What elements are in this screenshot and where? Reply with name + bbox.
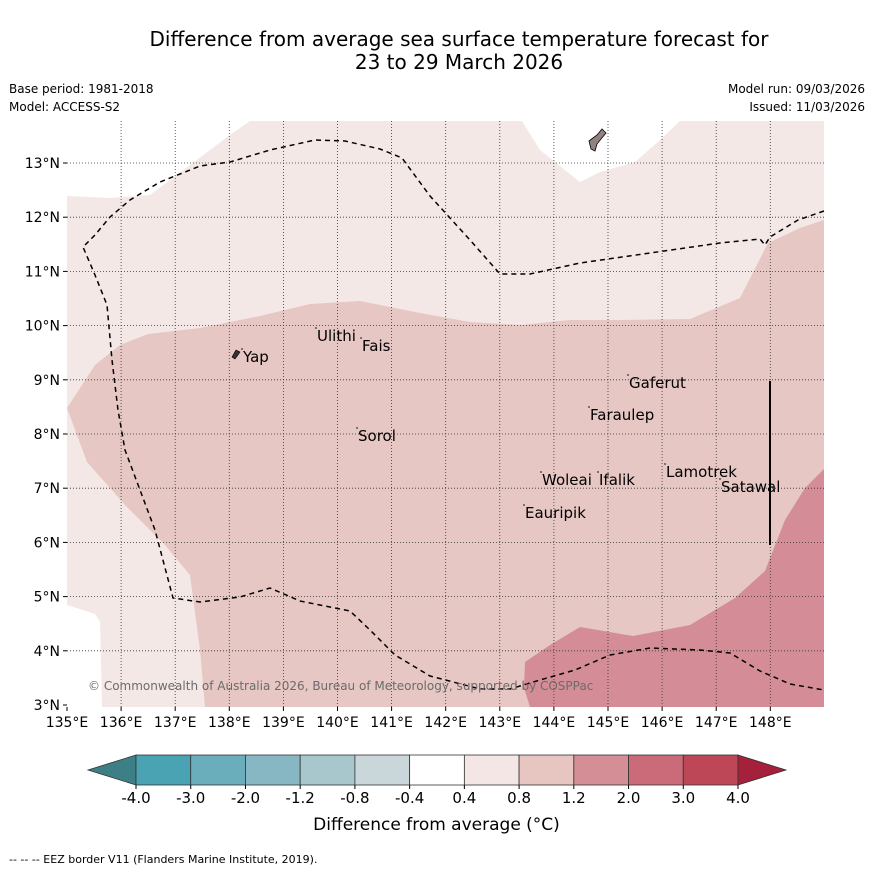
place-label-eauripik: Eauripik — [525, 504, 586, 522]
map-title: Difference from average sea surface temp… — [0, 28, 873, 74]
colorbar-tick-label: 4.0 — [726, 789, 750, 807]
place-label-ifalik: Ifalik — [599, 471, 635, 489]
place-marker — [597, 471, 599, 473]
place-label-fais: Fais — [362, 337, 391, 355]
colorbar-swatch — [245, 754, 301, 786]
lat-tick-label: 10°N — [25, 319, 60, 335]
map-axes: 135°E 136°E 137°E 138°E 139°E 140°E 141°E 142°E… — [25, 156, 792, 731]
colorbar-tick-label: -0.8 — [340, 789, 369, 807]
guam-island — [588, 128, 607, 152]
landmasses — [231, 128, 607, 360]
lon-tick-label: 144°E — [533, 715, 576, 731]
lon-tick-label: 139°E — [262, 715, 305, 731]
place-marker — [523, 504, 525, 506]
place-marker — [627, 374, 629, 376]
place-label-ulithi: Ulithi — [317, 327, 356, 345]
lat-lon-grid — [67, 121, 824, 707]
colorbar-tick-label: -3.0 — [176, 789, 205, 807]
lon-tick-label: 146°E — [641, 715, 684, 731]
lon-tick-label: 136°E — [100, 715, 143, 731]
colorbar-tick-label: 0.4 — [452, 789, 476, 807]
lat-tick-label: 11°N — [25, 264, 60, 280]
colorbar-swatch — [518, 754, 575, 786]
colorbar-swatch — [682, 754, 739, 786]
colorbar-swatch — [628, 754, 684, 786]
lat-tick-label: 8°N — [34, 427, 60, 443]
title-line-1: Difference from average sea surface temp… — [149, 27, 769, 51]
colorbar-tick-label: 2.0 — [617, 789, 641, 807]
place-label-satawal: Satawal — [721, 478, 780, 496]
colorbar-tick-label: -0.4 — [395, 789, 424, 807]
colorbar-swatch — [409, 754, 465, 786]
colorbar-tick-label: 1.2 — [562, 789, 586, 807]
colorbar-swatch — [573, 754, 629, 786]
lat-tick-label: 6°N — [34, 535, 60, 551]
place-marker — [356, 427, 358, 429]
lat-tick-label: 12°N — [25, 210, 60, 226]
band-below-0-4-south-west — [67, 605, 102, 707]
place-marker — [360, 337, 362, 339]
yap-island — [231, 349, 241, 360]
place-marker — [540, 471, 542, 473]
colorbar-swatch — [135, 754, 192, 786]
colorbar-swatch — [299, 754, 356, 786]
lon-tick-label: 140°E — [316, 715, 359, 731]
colorbar-swatch — [190, 754, 246, 786]
lat-tick-label: 9°N — [34, 373, 60, 389]
lat-tick-label: 4°N — [34, 644, 60, 660]
colorbar-tick-label: -2.0 — [231, 789, 260, 807]
place-marker — [664, 463, 666, 465]
lon-tick-label: 143°E — [479, 715, 522, 731]
model-name: Model: ACCESS-S2 — [9, 100, 121, 114]
place-label-faraulep: Faraulep — [590, 406, 654, 424]
place-label-lamotrek: Lamotrek — [666, 463, 737, 481]
place-label-gaferut: Gaferut — [629, 374, 686, 392]
place-marker — [241, 348, 243, 350]
title-line-2: 23 to 29 March 2026 — [354, 50, 564, 74]
colorbar-low-extend — [86, 754, 137, 786]
base-period: Base period: 1981-2018 — [9, 82, 154, 96]
colorbar-tick-label: 0.8 — [507, 789, 531, 807]
lon-tick-label: 142°E — [424, 715, 467, 731]
lat-tick-label: 5°N — [34, 590, 60, 606]
lon-tick-label: 148°E — [749, 715, 792, 731]
issued-date: Issued: 11/03/2026 — [749, 100, 865, 114]
colorbar-tick-label: 3.0 — [671, 789, 695, 807]
lon-tick-label: 145°E — [587, 715, 630, 731]
place-label-sorol: Sorol — [358, 427, 396, 445]
colorbar-high-extend — [737, 754, 788, 786]
colorbar-swatch — [354, 754, 411, 786]
place-marker — [719, 478, 721, 480]
lat-tick-label: 13°N — [25, 156, 60, 172]
lon-tick-label: 147°E — [695, 715, 738, 731]
place-marker — [588, 406, 590, 408]
colorbar-title: Difference from average (°C) — [0, 815, 873, 835]
model-run: Model run: 09/03/2026 — [727, 82, 865, 96]
place-label-woleai: Woleai — [542, 471, 592, 489]
lon-tick-label: 138°E — [208, 715, 251, 731]
lon-tick-label: 137°E — [154, 715, 197, 731]
band-1-2-to-2-0 — [524, 469, 824, 707]
colorbar-title-text: Difference from average (°C) — [313, 815, 560, 835]
copyright-text: © Commonwealth of Australia 2026, Bureau… — [88, 679, 593, 693]
lat-tick-label: 7°N — [34, 481, 60, 497]
lon-tick-label: 135°E — [46, 715, 89, 731]
eez-footnote: -- -- -- EEZ border V11 (Flanders Marine… — [9, 853, 318, 866]
colorbar-tick-label: -4.0 — [121, 789, 150, 807]
lat-tick-label: 3°N — [34, 698, 60, 714]
band-below-0-4-north-east — [522, 121, 680, 182]
colorbar-tick-label: -1.2 — [286, 789, 315, 807]
place-marker — [315, 327, 317, 329]
colorbar: -4.0 -3.0 -2.0 -1.2 -0.8 -0.4 0.4 0.8 1.2 2.0 3.0 4… — [86, 754, 788, 807]
place-labels: Ulithi Fais Yap Gaferut Faraulep Sorol Woleai I… — [241, 327, 780, 522]
lon-tick-label: 141°E — [370, 715, 413, 731]
colorbar-swatch — [463, 754, 520, 786]
band-below-0-4-north — [67, 121, 250, 198]
place-label-yap: Yap — [242, 348, 269, 366]
